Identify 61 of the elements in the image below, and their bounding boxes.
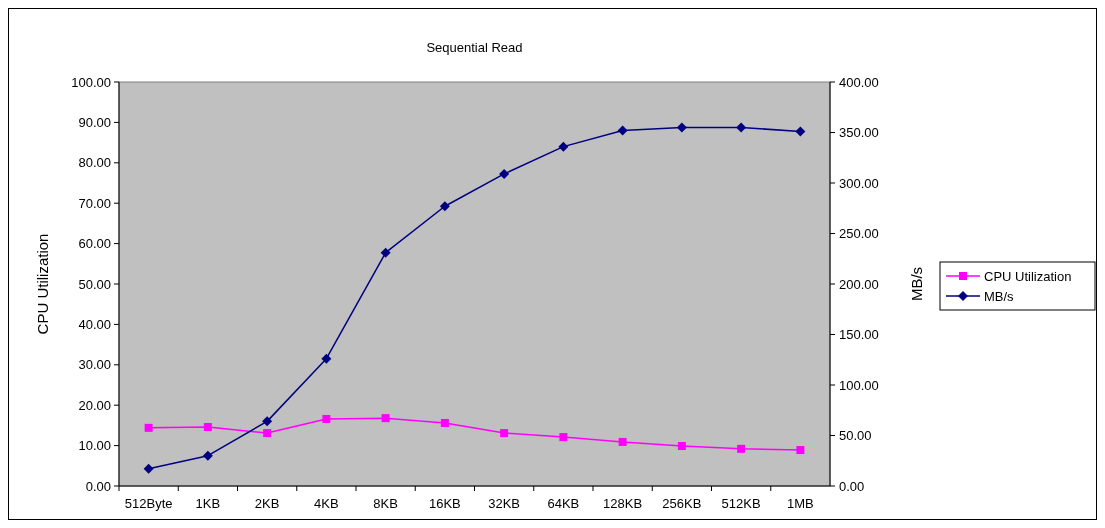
y2-tick-label: 50.00 [839,428,872,444]
point [381,414,390,423]
x-tick-label: 64KB [547,496,580,511]
y2-tick-label: 100.00 [839,377,879,393]
x-tick-label: 1KB [195,496,221,511]
y-tick-label: 50.00 [78,276,111,292]
y-tick-label: 0.00 [85,478,111,494]
x-tick-label: 32KB [488,496,521,511]
x-tick-label: 256KB [662,496,702,511]
y2-tick-label: 250.00 [839,226,879,242]
x-tick-label: 1MB [787,496,814,511]
point [143,463,154,474]
point [618,437,627,446]
y2-axis-title: MB/s [908,266,925,302]
y-axis-title: CPU Utilization [34,233,51,335]
y-tick-label: 100.00 [71,74,111,90]
point [677,442,686,450]
point [321,353,332,364]
y-tick-label: 10.00 [78,438,111,454]
y2-tick-label: 300.00 [839,175,879,191]
point [558,141,569,152]
point [262,416,273,427]
x-tick-label: 2KB [254,496,280,511]
point [202,450,213,461]
point [499,168,510,179]
point [500,429,509,438]
legend-label: CPU Utilization [984,268,1072,284]
y2-tick-label: 350.00 [839,125,879,141]
y2-tick-label: 150.00 [839,327,879,343]
y-tick-label: 40.00 [78,316,111,332]
point [144,423,153,432]
point [439,201,450,212]
x-tick-label: 8KB [373,496,398,511]
x-tick-label: 16KB [428,496,461,511]
y-tick-label: 70.00 [78,195,111,211]
y-tick-label: 20.00 [78,397,111,413]
y-tick-label: 80.00 [78,155,111,171]
point [737,444,746,453]
y-tick-label: 90.00 [78,114,111,130]
point [322,414,331,423]
point [736,122,747,133]
chart-title: Sequential Read [426,40,523,55]
legend-label: MB/s [984,288,1015,304]
point [676,122,687,133]
point [263,429,272,438]
x-tick-label: 512Byte [124,496,173,511]
x-tick-label: 512KB [721,496,761,511]
y-tick-label: 60.00 [78,236,111,252]
point [559,433,568,442]
x-tick-label: 128KB [603,496,643,511]
y2-tick-label: 200.00 [839,276,879,292]
point [795,126,806,137]
point [440,418,449,427]
point [203,423,212,432]
point [380,247,391,258]
y2-tick-label: 400.00 [839,74,879,90]
y-tick-label: 30.00 [78,357,111,373]
x-tick-label: 4KB [314,496,339,511]
point [617,125,628,136]
y2-tick-label: 0.00 [839,478,865,494]
point [796,446,805,455]
